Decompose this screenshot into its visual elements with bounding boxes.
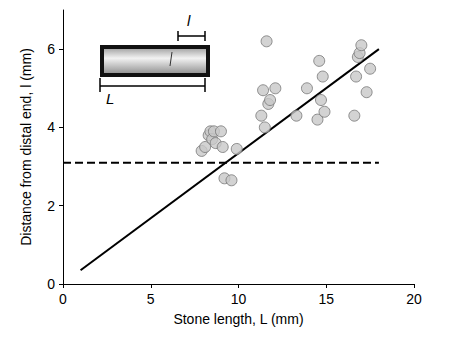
svg-text:5: 5	[147, 291, 155, 307]
svg-text:l: l	[187, 12, 191, 29]
svg-text:0: 0	[47, 276, 55, 292]
svg-text:6: 6	[47, 41, 55, 57]
svg-text:Distance from distal end, l (m: Distance from distal end, l (mm)	[18, 48, 34, 246]
svg-text:15: 15	[318, 291, 334, 307]
svg-text:2: 2	[47, 198, 55, 214]
svg-text:20: 20	[406, 291, 422, 307]
svg-text:4: 4	[47, 119, 55, 135]
svg-text:L: L	[106, 90, 114, 107]
svg-text:0: 0	[59, 291, 67, 307]
svg-text:10: 10	[231, 291, 247, 307]
svg-text:Stone length, L (mm): Stone length, L (mm)	[173, 311, 303, 327]
